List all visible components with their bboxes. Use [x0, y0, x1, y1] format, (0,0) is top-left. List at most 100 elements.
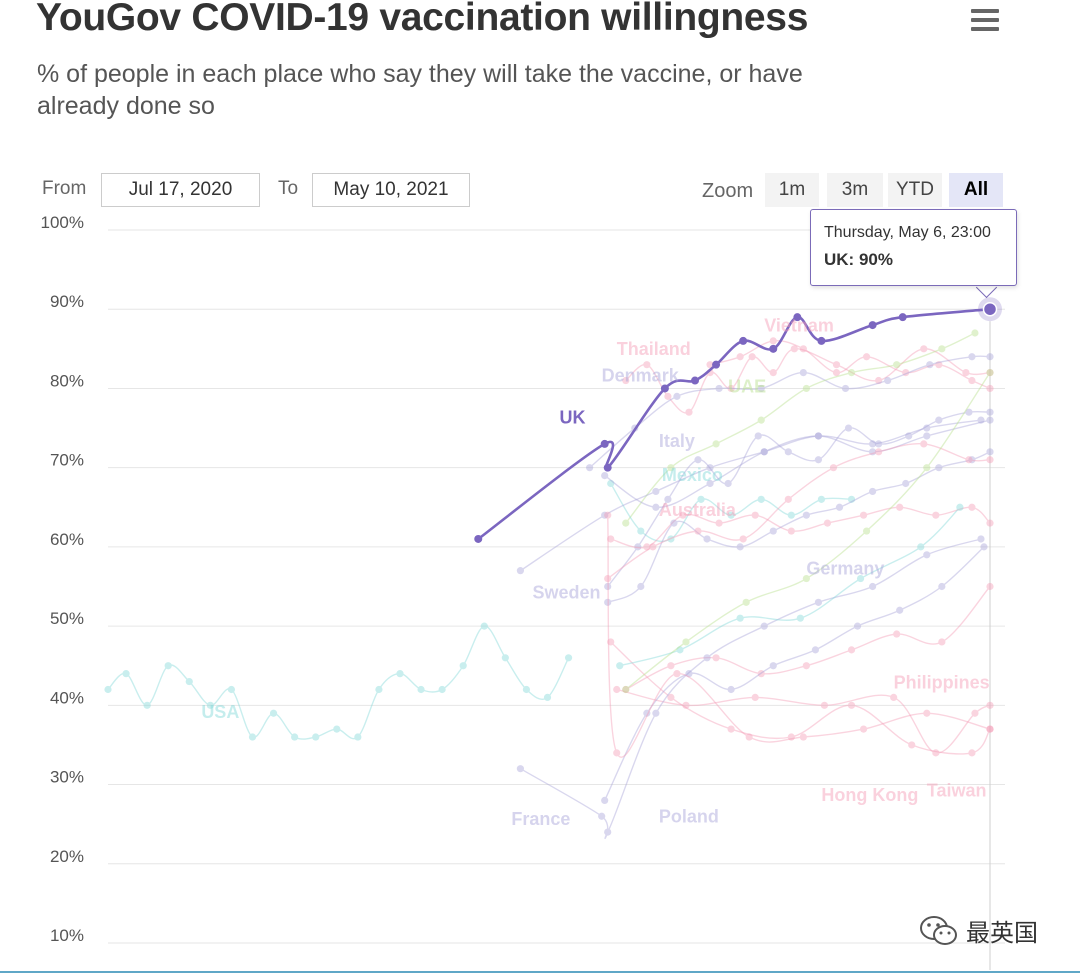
- data-point[interactable]: [869, 487, 877, 496]
- data-point[interactable]: [643, 543, 651, 551]
- data-point[interactable]: [354, 733, 362, 741]
- data-point[interactable]: [986, 456, 994, 464]
- data-point[interactable]: [986, 408, 994, 416]
- series-taiwan[interactable]: [613, 685, 994, 757]
- data-point[interactable]: [667, 693, 675, 702]
- data-point[interactable]: [923, 424, 931, 432]
- data-point[interactable]: [417, 685, 425, 694]
- data-point[interactable]: [712, 440, 720, 448]
- data-point[interactable]: [312, 733, 320, 741]
- data-point[interactable]: [829, 464, 838, 472]
- data-point[interactable]: [690, 376, 699, 385]
- data-point[interactable]: [986, 725, 994, 733]
- data-point[interactable]: [703, 654, 711, 662]
- hover-point[interactable]: [982, 301, 998, 317]
- data-point[interactable]: [902, 369, 910, 377]
- data-point[interactable]: [935, 416, 943, 424]
- data-point[interactable]: [706, 361, 714, 369]
- series-mexico[interactable]: [607, 479, 856, 543]
- data-point[interactable]: [706, 479, 714, 488]
- data-point[interactable]: [748, 353, 756, 361]
- data-point[interactable]: [375, 685, 383, 694]
- series-usa[interactable]: [104, 622, 573, 741]
- data-point[interactable]: [682, 638, 690, 646]
- data-point[interactable]: [634, 543, 642, 551]
- data-point[interactable]: [832, 361, 841, 369]
- data-point[interactable]: [769, 337, 777, 345]
- data-point[interactable]: [501, 654, 509, 662]
- series-unlabeled[interactable]: [616, 503, 964, 670]
- data-point[interactable]: [727, 384, 735, 393]
- data-point[interactable]: [920, 345, 928, 353]
- data-point[interactable]: [715, 384, 723, 393]
- data-point[interactable]: [104, 685, 112, 694]
- data-point[interactable]: [757, 416, 765, 424]
- data-point[interactable]: [143, 701, 151, 709]
- data-point[interactable]: [685, 408, 693, 416]
- data-point[interactable]: [206, 701, 214, 709]
- data-point[interactable]: [739, 535, 747, 543]
- data-point[interactable]: [516, 567, 525, 575]
- data-point[interactable]: [333, 725, 341, 733]
- data-point[interactable]: [622, 376, 630, 385]
- data-point[interactable]: [908, 741, 916, 749]
- data-point[interactable]: [751, 693, 759, 702]
- data-point[interactable]: [847, 646, 856, 654]
- data-point[interactable]: [986, 353, 994, 361]
- data-point[interactable]: [760, 448, 768, 456]
- data-point[interactable]: [956, 503, 964, 511]
- data-point[interactable]: [790, 345, 798, 353]
- data-point[interactable]: [613, 749, 621, 757]
- data-point[interactable]: [920, 440, 928, 448]
- data-point[interactable]: [977, 416, 985, 424]
- data-point[interactable]: [968, 456, 976, 464]
- data-point[interactable]: [727, 511, 735, 519]
- data-point[interactable]: [616, 662, 624, 670]
- data-point[interactable]: [869, 582, 877, 591]
- data-point[interactable]: [673, 670, 681, 678]
- data-point[interactable]: [905, 432, 913, 440]
- data-point[interactable]: [938, 582, 946, 591]
- data-point[interactable]: [784, 495, 792, 503]
- data-point[interactable]: [736, 353, 744, 361]
- data-point[interactable]: [291, 733, 299, 741]
- data-point[interactable]: [727, 685, 735, 694]
- data-point[interactable]: [122, 670, 130, 678]
- data-point[interactable]: [935, 464, 943, 472]
- data-point[interactable]: [814, 432, 823, 440]
- data-point[interactable]: [844, 424, 853, 432]
- series-australia[interactable]: [607, 503, 994, 551]
- data-point[interactable]: [814, 456, 823, 464]
- data-point[interactable]: [712, 360, 721, 369]
- data-point[interactable]: [248, 733, 257, 741]
- data-point[interactable]: [604, 574, 612, 583]
- data-point[interactable]: [739, 336, 748, 345]
- data-point[interactable]: [676, 646, 684, 654]
- data-point[interactable]: [869, 448, 877, 456]
- data-point[interactable]: [968, 376, 976, 385]
- data-point[interactable]: [757, 670, 765, 678]
- data-point[interactable]: [932, 511, 940, 519]
- data-point[interactable]: [751, 511, 759, 519]
- series-philippines[interactable]: [622, 582, 994, 694]
- data-point[interactable]: [601, 471, 609, 480]
- data-point[interactable]: [682, 701, 690, 709]
- series-unlabeled[interactable]: [604, 511, 994, 758]
- line-chart[interactable]: 10% 20% 30% 40% 50% 60% 70% 80% 90% 100% UK USA Tha…: [0, 210, 1080, 970]
- data-point[interactable]: [703, 535, 711, 543]
- data-point[interactable]: [664, 392, 672, 400]
- data-point[interactable]: [727, 725, 735, 733]
- data-point[interactable]: [835, 503, 844, 511]
- data-point[interactable]: [977, 535, 985, 543]
- data-point[interactable]: [745, 733, 753, 741]
- data-point[interactable]: [564, 654, 573, 662]
- data-point[interactable]: [598, 812, 606, 820]
- data-point[interactable]: [896, 503, 904, 511]
- range-to-input[interactable]: May 10, 2021: [312, 173, 470, 207]
- data-point[interactable]: [796, 614, 804, 622]
- data-point[interactable]: [935, 361, 943, 369]
- data-point[interactable]: [664, 495, 672, 503]
- data-point[interactable]: [604, 582, 612, 591]
- data-point[interactable]: [600, 439, 609, 448]
- data-point[interactable]: [607, 638, 615, 646]
